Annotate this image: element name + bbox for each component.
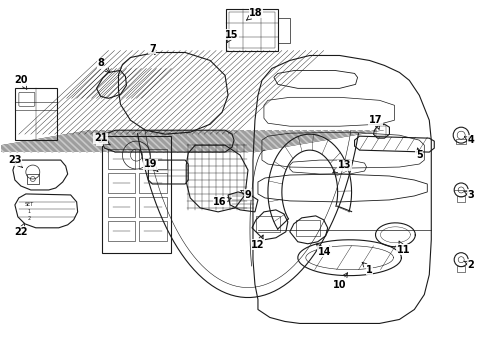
Text: 19: 19: [144, 159, 158, 172]
Text: 2: 2: [27, 216, 30, 221]
Text: 2: 2: [465, 260, 474, 270]
Text: 23: 23: [8, 155, 23, 168]
Text: 15: 15: [225, 30, 239, 42]
Text: 20: 20: [14, 75, 27, 89]
Text: 7: 7: [149, 44, 156, 55]
Text: 11: 11: [396, 241, 410, 255]
Text: 5: 5: [416, 148, 423, 160]
Text: 16: 16: [213, 197, 231, 207]
Text: 12: 12: [251, 235, 265, 250]
Text: 3: 3: [465, 190, 474, 200]
Text: 8: 8: [97, 58, 110, 73]
Text: SET: SET: [24, 202, 33, 207]
Text: 14: 14: [317, 244, 331, 257]
Text: 1: 1: [27, 210, 30, 214]
Text: 18: 18: [246, 8, 263, 20]
Text: 17: 17: [369, 115, 382, 129]
Text: 4: 4: [465, 135, 474, 145]
Text: 1: 1: [362, 262, 373, 275]
Text: 21: 21: [94, 133, 110, 145]
Text: 10: 10: [333, 273, 347, 289]
Text: 6: 6: [96, 135, 107, 145]
Text: 9: 9: [241, 190, 251, 200]
Text: 13: 13: [333, 160, 351, 173]
Text: 22: 22: [14, 223, 27, 237]
